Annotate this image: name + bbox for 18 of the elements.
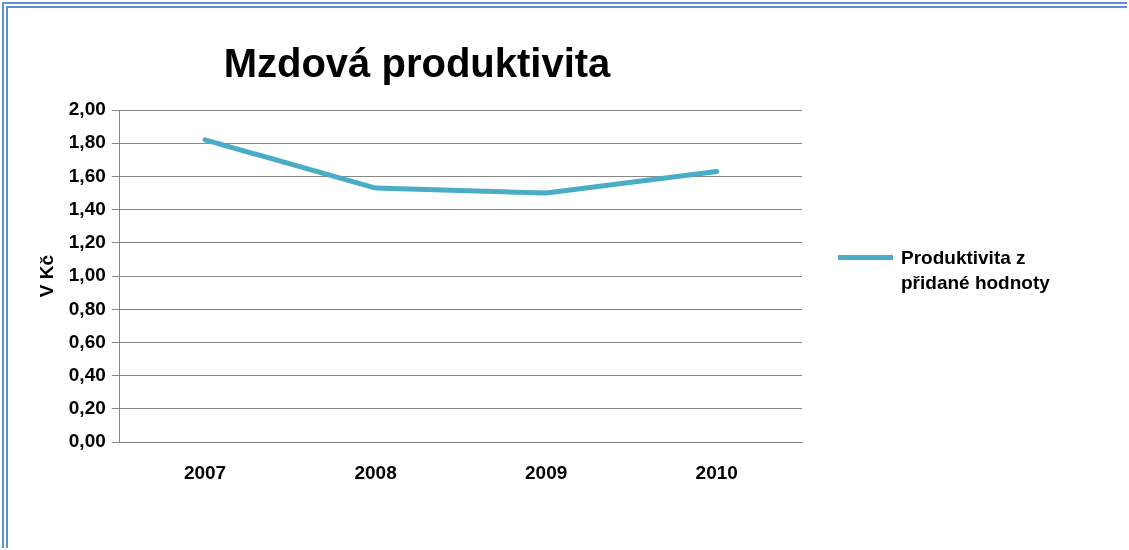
y-tick-label: 0,80 — [68, 297, 106, 319]
y-tick-label: 1,60 — [68, 164, 106, 186]
y-tick-label: 0,20 — [68, 397, 106, 419]
y-tick-label: 1,40 — [68, 197, 106, 219]
y-tick-label: 0,00 — [68, 430, 106, 452]
x-tick-label: 2007 — [183, 461, 227, 483]
y-axis-title: V Kč — [35, 254, 57, 298]
chart-title: Mzdová produktivita — [223, 41, 612, 86]
y-tick-label: 1,80 — [68, 131, 106, 153]
legend-label: Produktivita z přidané hodnoty — [901, 246, 1051, 295]
y-tick-label: 2,00 — [68, 98, 106, 120]
y-tick-label: 0,60 — [68, 330, 106, 352]
x-tick-label: 2008 — [354, 461, 397, 483]
x-tick-label: 2009 — [525, 461, 568, 483]
y-tick-label: 1,20 — [68, 231, 106, 253]
y-tick-label: 0,40 — [68, 363, 106, 385]
x-tick-label: 2010 — [695, 461, 738, 483]
y-tick-label: 1,00 — [68, 264, 106, 286]
